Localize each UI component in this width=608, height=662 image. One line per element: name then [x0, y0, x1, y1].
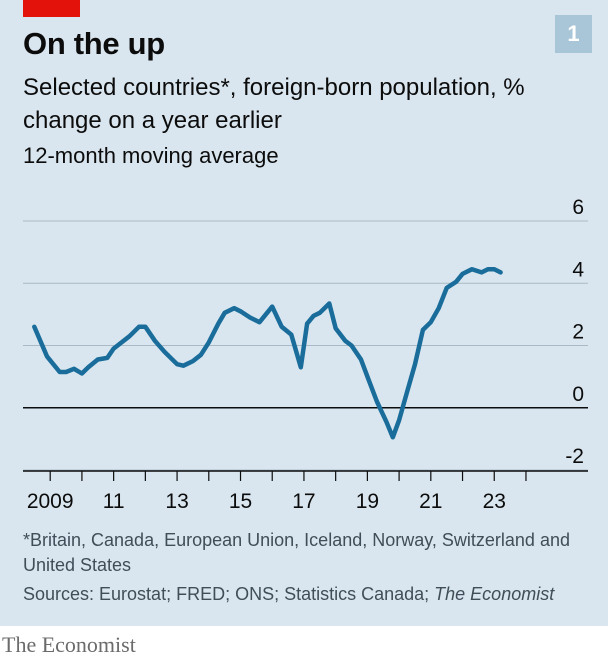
chart-subtitle-secondary: 12-month moving average	[23, 143, 279, 168]
x-tick-label: 21	[419, 490, 442, 513]
y-tick-label: 2	[572, 321, 584, 344]
x-tick-label: 23	[483, 490, 506, 513]
economist-red-tag	[23, 0, 80, 17]
footnote: *Britain, Canada, European Union, Icelan…	[23, 530, 570, 575]
x-tick-label: 2009	[27, 490, 74, 513]
x-tick-label: 13	[165, 490, 188, 513]
x-tick-label: 17	[292, 490, 315, 513]
line-chart: -2 0 2 4 6 2009 11 13 15 17 19 21 23	[23, 196, 588, 513]
x-tick-label: 19	[356, 490, 379, 513]
sources-text: Sources: Eurostat; FRED; ONS; Statistics…	[23, 584, 435, 604]
sources-italic: The Economist	[434, 584, 555, 604]
chart-subtitle: Selected countries*, foreign-born popula…	[23, 74, 525, 134]
y-tick-label: 0	[572, 383, 584, 406]
economist-wordmark: The Economist	[2, 632, 136, 657]
chart-title: On the up	[23, 26, 165, 61]
x-tick-label: 11	[103, 490, 125, 513]
y-tick-label: -2	[565, 445, 584, 468]
sources-line: Sources: Eurostat; FRED; ONS; Statistics…	[23, 584, 554, 605]
chart-panel	[0, 0, 608, 626]
x-tick-label: 15	[229, 490, 252, 513]
y-tick-label: 6	[572, 196, 584, 219]
chart-number-badge: 1	[555, 15, 592, 53]
y-tick-label: 4	[572, 258, 584, 281]
series-line	[32, 266, 503, 440]
